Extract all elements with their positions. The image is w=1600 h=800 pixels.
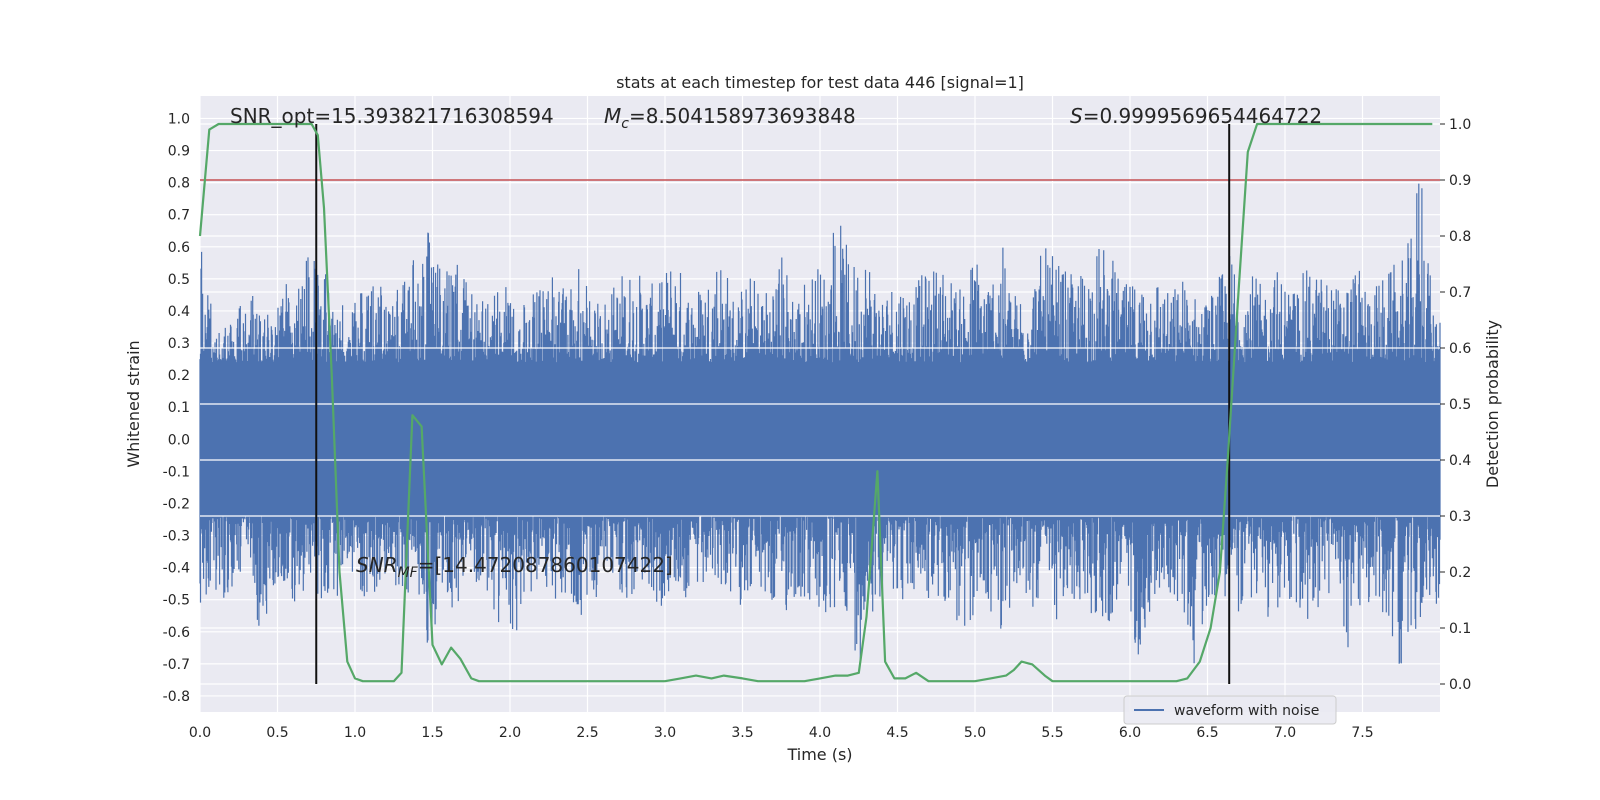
right-y-tick-label: 0.9 — [1449, 173, 1471, 189]
chart-title: stats at each timestep for test data 446… — [616, 73, 1024, 92]
left-y-tick-label: 0.3 — [168, 336, 190, 352]
x-tick-label: 3.5 — [731, 725, 753, 741]
x-tick-label: 2.0 — [499, 725, 521, 741]
left-y-tick-label: 0.0 — [168, 432, 190, 448]
left-y-tick-label: 0.8 — [168, 176, 190, 192]
x-tick-label: 1.5 — [421, 725, 443, 741]
left-y-tick-label: 0.4 — [168, 304, 190, 320]
left-y-axis-label: Whitened strain — [124, 340, 143, 467]
right-y-axis-label: Detection probability — [1483, 320, 1502, 488]
waveform-core-band — [200, 362, 1440, 517]
snr-mf-annotation: SNRMF=[14.472087860107422] — [356, 553, 673, 581]
snr-opt-annotation: SNR_opt=15.393821716308594 — [230, 104, 554, 128]
left-y-tick-label: 0.9 — [168, 144, 190, 160]
x-tick-label: 5.0 — [964, 725, 986, 741]
left-y-tick-label: -0.1 — [163, 464, 190, 480]
chirp-mass-symbol: M — [604, 104, 621, 128]
left-y-tick-label: -0.5 — [163, 593, 190, 609]
x-tick-label: 6.0 — [1119, 725, 1141, 741]
x-tick-label: 2.5 — [576, 725, 598, 741]
right-y-tick-label: 0.8 — [1449, 229, 1471, 245]
legend-box — [1123, 695, 1337, 725]
right-y-tick-label: 0.1 — [1449, 621, 1471, 637]
snr-mf-symbol: SNR — [356, 553, 398, 577]
right-y-tick-label: 0.6 — [1449, 341, 1471, 357]
left-y-tick-label: -0.3 — [163, 529, 190, 545]
left-y-tick-label: -0.4 — [163, 561, 190, 577]
x-axis-label: Time (s) — [786, 745, 852, 764]
right-y-tick-label: 0.3 — [1449, 509, 1471, 525]
right-y-tick-label: 0.7 — [1449, 285, 1471, 301]
snr-mf-value: =[14.472087860107422] — [418, 553, 673, 577]
x-tick-label: 7.0 — [1274, 725, 1296, 741]
left-y-tick-label: -0.8 — [163, 689, 190, 705]
left-y-tick-label: 1.0 — [168, 111, 190, 127]
overlay-layer — [198, 122, 1440, 684]
x-tick-label: 4.5 — [886, 725, 908, 741]
x-tick-label: 4.0 — [809, 725, 831, 741]
tick-labels: 0.0 0.5 1.0 1.5 2.0 2.5 3.0 3.5 4.0 4.5 5.0 5.5 6.0 6… — [163, 111, 1472, 741]
left-y-tick-label: -0.6 — [163, 625, 190, 641]
left-y-tick-label: 0.6 — [168, 240, 190, 256]
score-value: =0.9999569654464722 — [1083, 104, 1322, 128]
right-y-tick-label: 0.4 — [1449, 453, 1471, 469]
left-y-tick-label: 0.2 — [168, 368, 190, 384]
snr-mf-subscript: MF — [398, 565, 419, 581]
x-tick-label: 6.5 — [1196, 725, 1218, 741]
legend: waveform with noise — [1123, 695, 1337, 725]
score-annotation: S=0.9999569654464722 — [1070, 104, 1322, 128]
legend-label-waveform: waveform with noise — [1174, 703, 1319, 719]
chirp-mass-subscript: c — [621, 116, 629, 132]
right-y-tick-label: 0.5 — [1449, 397, 1471, 413]
x-tick-label: 5.5 — [1041, 725, 1063, 741]
left-y-tick-label: 0.1 — [168, 400, 190, 416]
chirp-mass-annotation: Mc=8.504158973693848 — [604, 104, 856, 132]
left-y-tick-label: 0.5 — [168, 272, 190, 288]
right-y-tick-label: 0.2 — [1449, 565, 1471, 581]
x-tick-label: 7.5 — [1351, 725, 1373, 741]
x-tick-label: 3.0 — [654, 725, 676, 741]
x-tick-label: 0.5 — [266, 725, 288, 741]
right-y-tick-label: 0.0 — [1449, 677, 1471, 693]
detection-probability-line — [198, 122, 1433, 683]
score-symbol: S — [1070, 104, 1083, 128]
left-y-tick-label: -0.7 — [163, 657, 190, 673]
left-y-tick-label: 0.7 — [168, 208, 190, 224]
left-y-tick-label: -0.2 — [163, 496, 190, 512]
chirp-mass-value: =8.504158973693848 — [629, 104, 856, 128]
right-y-tick-label: 1.0 — [1449, 117, 1471, 133]
x-tick-label: 0.0 — [189, 725, 211, 741]
x-tick-label: 1.0 — [344, 725, 366, 741]
